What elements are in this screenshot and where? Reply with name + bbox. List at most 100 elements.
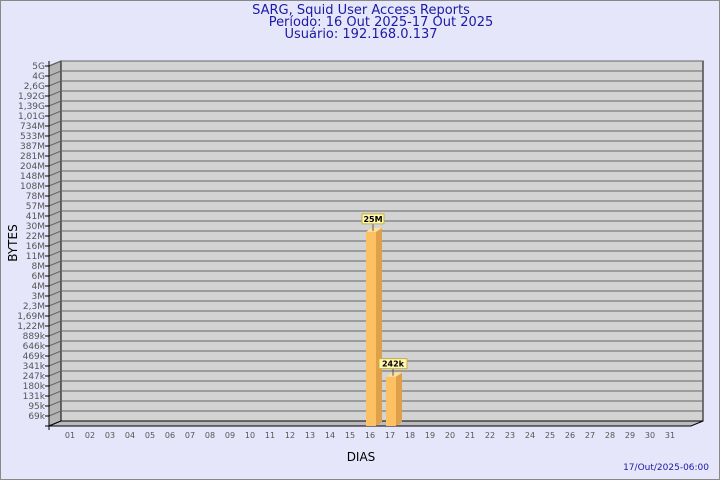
gridline-side xyxy=(48,270,62,277)
gridline-side xyxy=(48,70,62,77)
gridline-side xyxy=(48,60,62,67)
y-tick-label: 1,39G xyxy=(18,102,45,112)
gridline-side xyxy=(48,170,62,177)
y-tick-label: 4M xyxy=(32,282,46,292)
gridline-side xyxy=(48,400,62,407)
y-tick-label: 341k xyxy=(23,362,46,372)
gridline-side xyxy=(48,180,62,187)
x-tick-label: 31 xyxy=(665,431,675,440)
x-tick-label: 16 xyxy=(365,431,375,440)
data-label-box xyxy=(378,358,408,370)
y-tick-label: 1,22M xyxy=(17,322,45,332)
y-tick-label: 2,3M xyxy=(23,302,45,312)
y-tick-label: 889k xyxy=(23,332,46,342)
y-tick-label: 204M xyxy=(20,162,45,172)
x-tick-label: 17 xyxy=(385,431,395,440)
chart-user: Usuário: 192.168.0.137 xyxy=(284,27,438,42)
gridline-side xyxy=(48,280,62,287)
gridline-side xyxy=(48,290,62,297)
y-tick-label: 387M xyxy=(20,142,45,152)
x-tick-label: 02 xyxy=(85,431,95,440)
gridline-side xyxy=(48,250,62,257)
x-tick-label: 20 xyxy=(445,431,455,440)
gridline-side xyxy=(48,310,62,317)
y-tick-label: 3M xyxy=(32,292,46,302)
y-tick-label: 30M xyxy=(26,222,45,232)
y-tick-label: 2,6G xyxy=(24,82,45,92)
footer-timestamp: 17/Out/2025-06:00 xyxy=(623,463,709,473)
x-tick-label: 11 xyxy=(265,431,275,440)
x-tick-label: 01 xyxy=(65,431,75,440)
x-tick-label: 29 xyxy=(625,431,635,440)
gridline-side xyxy=(48,190,62,197)
x-tick-label: 15 xyxy=(345,431,355,440)
y-tick-label: 533M xyxy=(20,132,45,142)
y-tick-label: 57M xyxy=(26,202,45,212)
x-tick-label: 13 xyxy=(305,431,315,440)
y-tick-label: 1,92G xyxy=(18,92,45,102)
y-tick-label: 281M xyxy=(20,152,45,162)
x-tick-label: 24 xyxy=(525,431,535,440)
data-label: 242k xyxy=(382,360,405,369)
y-tick-label: 5G xyxy=(32,62,45,72)
x-tick-label: 05 xyxy=(145,431,155,440)
x-tick-label: 28 xyxy=(605,431,615,440)
y-tick-label: 22M xyxy=(26,232,45,242)
x-tick-label: 07 xyxy=(185,431,195,440)
gridline-side xyxy=(48,200,62,207)
chart-period: Período: 16 Out 2025-17 Out 2025 xyxy=(268,15,494,30)
gridline-side xyxy=(48,150,62,157)
gridline-side xyxy=(48,80,62,87)
bar-side xyxy=(376,227,382,426)
gridline-side xyxy=(48,120,62,127)
bar-top xyxy=(366,227,382,232)
x-tick-label: 14 xyxy=(325,431,335,440)
y-tick-label: 1,69M xyxy=(17,312,45,322)
x-tick-label: 26 xyxy=(565,431,575,440)
x-tick-label: 04 xyxy=(125,431,135,440)
x-tick-label: 25 xyxy=(545,431,555,440)
gridline-side xyxy=(48,230,62,237)
gridline-side xyxy=(48,330,62,337)
y-tick-label: 1,01G xyxy=(18,112,45,122)
x-tick-label: 30 xyxy=(645,431,655,440)
bar xyxy=(386,376,396,426)
y-tick-label: 469k xyxy=(23,352,46,362)
bar xyxy=(366,231,376,426)
y-tick-label: 41M xyxy=(26,212,45,222)
gridline-side xyxy=(48,370,62,377)
y-tick-label: 247k xyxy=(23,372,46,382)
x-tick-label: 06 xyxy=(165,431,175,440)
gridline-side xyxy=(48,380,62,387)
data-label: 25M xyxy=(363,215,382,224)
x-tick-label: 10 xyxy=(245,431,255,440)
x-tick-label: 23 xyxy=(505,431,515,440)
gridline-side xyxy=(48,100,62,107)
x-tick-label: 19 xyxy=(425,431,435,440)
y-tick-label: 69k xyxy=(28,412,45,422)
data-label-box xyxy=(361,213,385,225)
y-tick-label: 646k xyxy=(23,342,46,352)
chart-title: SARG, Squid User Access Reports xyxy=(252,3,470,18)
gridline-side xyxy=(48,130,62,137)
y-tick-label: 95k xyxy=(28,402,45,412)
y-tick-label: 4G xyxy=(32,72,45,82)
y-tick-label: 78M xyxy=(26,192,45,202)
gridline-side xyxy=(48,260,62,267)
bar-top xyxy=(386,372,402,377)
y-axis-label: BYTES xyxy=(6,224,20,261)
gridline-side xyxy=(48,360,62,367)
gridline-side xyxy=(48,90,62,97)
x-tick-label: 12 xyxy=(285,431,295,440)
x-tick-label: 22 xyxy=(485,431,495,440)
y-tick-label: 148M xyxy=(20,172,45,182)
gridline-side xyxy=(48,350,62,357)
y-tick-label: 16M xyxy=(26,242,45,252)
gridline-side xyxy=(48,140,62,147)
x-tick-label: 21 xyxy=(465,431,475,440)
y-tick-label: 6M xyxy=(32,272,46,282)
x-tick-label: 18 xyxy=(405,431,415,440)
x-axis-label: DIAS xyxy=(347,450,376,464)
